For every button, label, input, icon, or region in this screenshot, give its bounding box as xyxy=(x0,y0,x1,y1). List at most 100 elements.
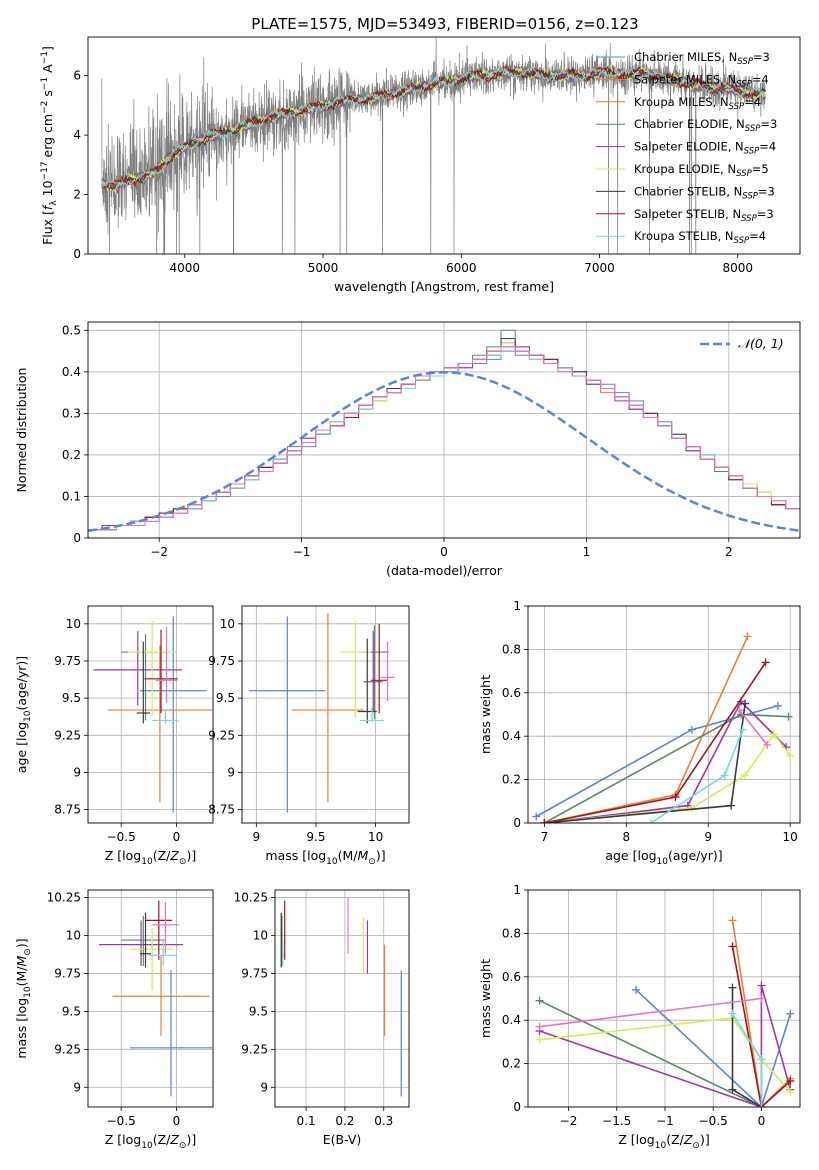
x-tick-label: 4000 xyxy=(170,261,201,275)
legend-count: =4 xyxy=(749,229,766,243)
legend-text: Chabrier ELODIE, N xyxy=(634,117,745,131)
y-axis-label: mass weight xyxy=(478,675,493,754)
weight-marker xyxy=(532,812,541,821)
weight-marker xyxy=(671,792,680,801)
plot-area xyxy=(88,329,800,532)
x-tick-label: 0 xyxy=(173,1114,181,1128)
axes-frame xyxy=(527,605,801,824)
label-part: λ xyxy=(49,200,59,206)
x-tick-label: 9 xyxy=(704,830,712,844)
label-part: Z xyxy=(683,1132,693,1147)
label-part: log xyxy=(122,848,141,863)
label-part: Flux [ xyxy=(40,210,55,245)
legend-count: =3 xyxy=(758,184,775,198)
x-tick-label: 10 xyxy=(783,830,798,844)
y-axis-label: mass [log10​(M/M⊙​)] xyxy=(14,938,33,1058)
errorbar xyxy=(127,620,177,716)
errorbar xyxy=(93,631,183,706)
y-tick-label: 0.2 xyxy=(62,448,81,462)
y-tick-label: 0.6 xyxy=(502,970,521,984)
weight-line xyxy=(539,999,762,1107)
label-part: 10 xyxy=(655,1141,667,1151)
label-part: (age/yr)] xyxy=(14,656,29,711)
weight-line xyxy=(635,989,792,1107)
y-tick-label: 6 xyxy=(73,69,81,83)
label-part: −1 xyxy=(40,51,50,64)
label-part: mass [ xyxy=(265,848,307,863)
weight-marker xyxy=(769,730,778,739)
label-part: E(B-V) xyxy=(323,1132,362,1147)
errorbar xyxy=(339,620,371,718)
label-part: Normed distribution xyxy=(14,368,29,493)
x-axis-label: age [log10​(age/yr)] xyxy=(605,848,722,867)
weight-marker xyxy=(761,658,770,667)
weight-line xyxy=(539,997,762,1028)
y-tick-label: 9.75 xyxy=(54,654,81,668)
label-part: log xyxy=(14,722,29,741)
weight-marker xyxy=(687,803,696,812)
legend-text: Kroupa MILES, N xyxy=(634,95,729,109)
legend-count: =4 xyxy=(759,140,776,154)
x-tick-label: −2 xyxy=(560,1114,578,1128)
x-tick-label: −2 xyxy=(150,545,168,559)
legend-label: Chabrier MILES, NSSP=3 xyxy=(634,50,770,67)
chart-residuals: −2 −1 0 1 2 0 0.1 0.2 0.3 0.4 0.5 (data-model)/erro… xyxy=(14,321,801,578)
weight-marker xyxy=(763,740,772,749)
label-part: )] xyxy=(14,938,29,948)
legend-sub: SSP xyxy=(736,169,752,179)
errorbar xyxy=(107,646,212,803)
y-tick-label: 10 xyxy=(66,929,81,943)
legend-sub: SSP xyxy=(745,124,761,134)
weight-line xyxy=(731,946,791,1107)
label-part: Z [ xyxy=(105,848,122,863)
label-part: 10 xyxy=(326,857,338,867)
label-part: 10 xyxy=(141,1141,153,1151)
plot-area xyxy=(535,916,795,1107)
weight-marker xyxy=(720,771,729,780)
label-part: Z [ xyxy=(618,1132,635,1147)
x-axis-label: Z [log10​(Z/Z⊙​)] xyxy=(105,1132,196,1151)
x-tick-label: 7 xyxy=(541,830,549,844)
y-axis-label: Flux [fλ​ 10−17​ erg cm−2​ s−1​ A−1​] xyxy=(40,46,59,245)
y-tick-label: 0.2 xyxy=(502,1057,521,1071)
x-tick-label: 9.5 xyxy=(306,830,325,844)
legend-label: Salpeter STELIB, NSSP=3 xyxy=(634,207,774,224)
weight-line xyxy=(544,700,787,823)
x-tick-label: −0.5 xyxy=(107,1114,136,1128)
label-part: (Z/ xyxy=(153,848,171,863)
label-part: )] xyxy=(700,1132,710,1147)
x-tick-label: 0.1 xyxy=(297,1114,316,1128)
legend-sub: SSP xyxy=(729,102,745,112)
label-part: wavelength [Angstrom, rest frame] xyxy=(334,279,554,294)
weight-marker xyxy=(786,1009,795,1018)
legend-count: =3 xyxy=(757,207,774,221)
weight-marker xyxy=(786,1076,795,1085)
plot-area xyxy=(532,632,795,823)
errorbar xyxy=(99,920,184,966)
label-part: )] xyxy=(376,848,386,863)
axes-frame xyxy=(87,889,214,1108)
weight-marker xyxy=(646,819,655,823)
weight-marker xyxy=(773,701,782,710)
y-tick-label: 0.8 xyxy=(502,642,521,656)
label-part: M xyxy=(358,848,369,863)
weight-marker xyxy=(757,1103,766,1107)
label-part: Z xyxy=(169,1132,179,1147)
chart-weight-vs-z: −2 −1.5 −1 −0.5 0 0 0.2 0.4 0.6 0.8 1 Z [log10​(Z/Z… xyxy=(478,883,801,1151)
label-part: ⊙ xyxy=(179,1141,187,1151)
y-tick-label: 9.25 xyxy=(241,1042,268,1056)
y-tick-label: 9.75 xyxy=(208,654,235,668)
legend-text: Salpeter STELIB, N xyxy=(634,207,741,221)
weight-marker xyxy=(786,1087,795,1096)
label-part: 10 xyxy=(40,180,55,196)
x-tick-label: 0 xyxy=(173,830,181,844)
legend-sub: SSP xyxy=(744,147,760,157)
errorbar xyxy=(148,940,178,966)
x-axis-label: mass [log10​(M/M⊙​)] xyxy=(265,848,385,867)
label-part: −2 xyxy=(40,101,50,114)
legend-text: Chabrier STELIB, N xyxy=(634,184,742,198)
errorbar xyxy=(370,623,388,714)
y-tick-label: 0.4 xyxy=(502,1013,521,1027)
